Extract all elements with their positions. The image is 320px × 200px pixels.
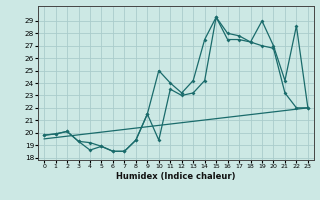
X-axis label: Humidex (Indice chaleur): Humidex (Indice chaleur) xyxy=(116,172,236,181)
